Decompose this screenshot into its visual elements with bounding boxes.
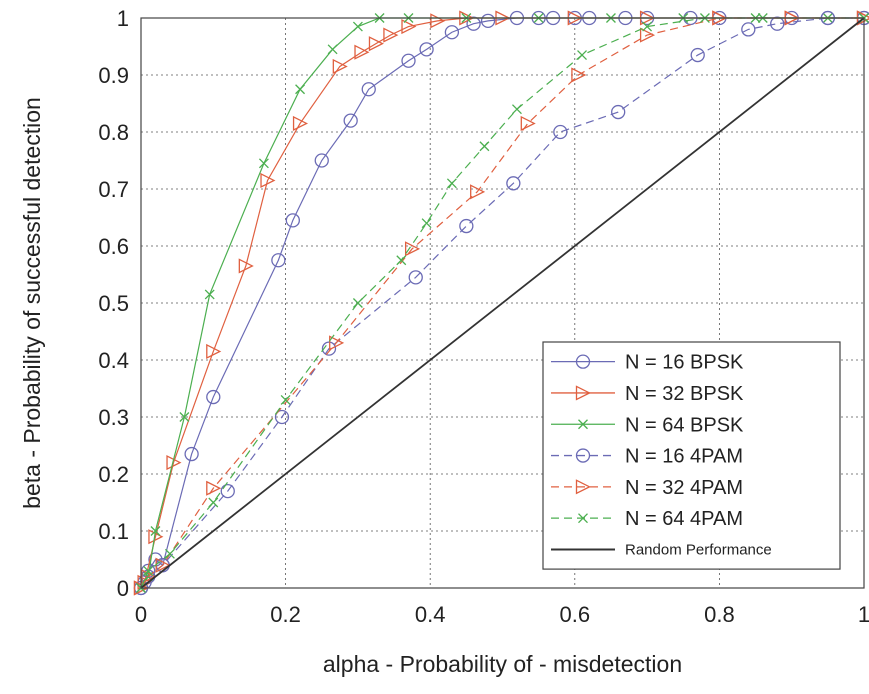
y-tick-label: 0.9 [98, 63, 129, 88]
x-tick-label: 0.2 [270, 602, 301, 627]
legend-label: N = 16 BPSK [625, 352, 744, 374]
legend-label: N = 64 4PAM [625, 508, 743, 530]
x-tick-label: 0.4 [415, 602, 446, 627]
y-axis-label: beta - Probability of successful detecti… [19, 97, 45, 509]
x-tick-label: 1 [858, 602, 869, 627]
y-tick-label: 0.1 [98, 519, 129, 544]
y-tick-label: 0.5 [98, 291, 129, 316]
y-tick-label: 0.4 [98, 348, 129, 373]
x-tick-label: 0 [135, 602, 147, 627]
y-tick-label: 0.2 [98, 462, 129, 487]
y-tick-label: 1 [117, 6, 129, 31]
y-tick-label: 0.8 [98, 120, 129, 145]
legend: N = 16 BPSK N = 32 BPSK N = 64 BPSK N = 16 … [543, 342, 840, 569]
legend-label: N = 16 4PAM [625, 446, 743, 468]
legend-label: Random Performance [625, 541, 772, 558]
y-tick-label: 0.7 [98, 177, 129, 202]
y-tick-label: 0.3 [98, 405, 129, 430]
y-tick-label: 0 [117, 576, 129, 601]
x-tick-label: 0.8 [704, 602, 735, 627]
legend-label: N = 32 4PAM [625, 477, 743, 499]
legend-label: N = 64 BPSK [625, 414, 744, 436]
legend-label: N = 32 BPSK [625, 383, 744, 405]
y-tick-label: 0.6 [98, 234, 129, 259]
x-axis-label: alpha - Probability of - misdetection [323, 651, 682, 677]
x-tick-label: 0.6 [560, 602, 591, 627]
